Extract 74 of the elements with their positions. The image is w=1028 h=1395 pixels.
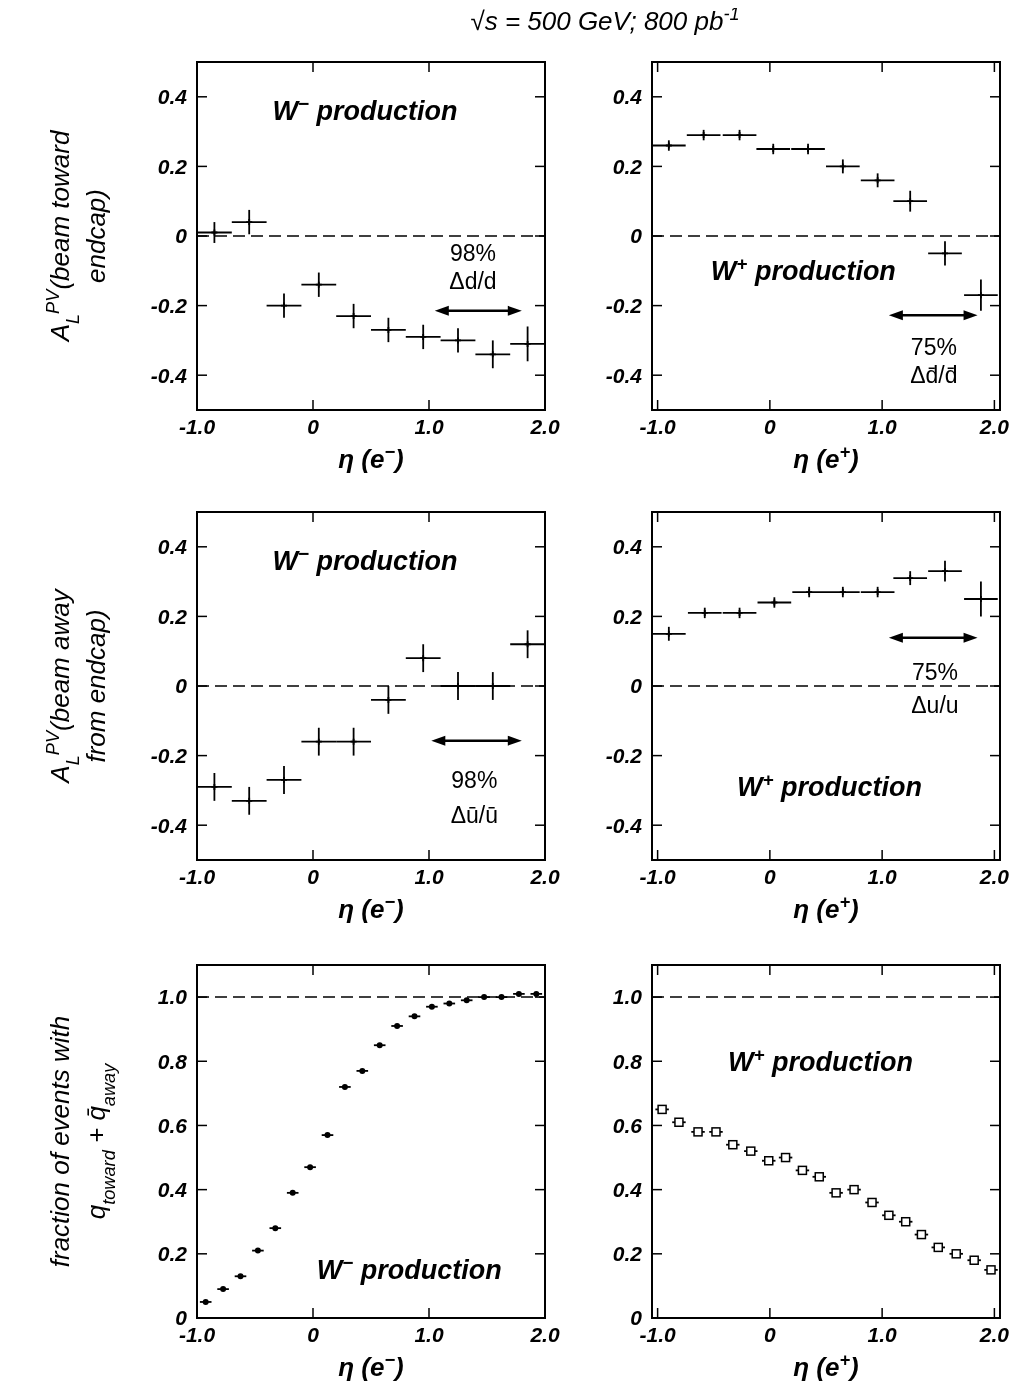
y-tick-label: 0 [175, 224, 188, 248]
x-tick-label: 2.0 [978, 415, 1010, 438]
annotation: Δu/u [911, 692, 959, 719]
x-axis-title: η (e$^{+}$) [793, 442, 859, 474]
x-tick-label: 1.0 [414, 865, 444, 888]
y-tick-label: -0.2 [605, 293, 643, 317]
x-tick-label: 1.0 [867, 865, 898, 888]
y-tick-label: 0.4 [612, 1177, 643, 1201]
x-tick-label: -1.0 [639, 415, 677, 438]
y-tick-label: 0.4 [612, 535, 643, 559]
x-tick-label: 1.0 [414, 415, 444, 438]
y-tick-label: 0.2 [157, 1242, 188, 1266]
y-tick-label: 0.2 [612, 154, 643, 178]
annotation: W$^{+}$ production [710, 252, 896, 287]
y-tick-label: -0.4 [150, 363, 188, 387]
x-axis-title: η (e$^{−}$) [338, 1350, 404, 1382]
x-tick-label: 0 [764, 1323, 777, 1346]
x-axis-title: η (e$^{+}$) [793, 1350, 859, 1382]
y-tick-label: -0.4 [605, 363, 643, 387]
x-tick-label: 2.0 [978, 865, 1010, 888]
y-tick-label: 0.8 [612, 1049, 643, 1073]
x-tick-label: 0 [764, 415, 777, 438]
y-tick-label: 0 [630, 674, 643, 698]
text: √s = 500 GeV; 800 pb$^{-1}$ [470, 4, 740, 36]
y-tick-label: 0.2 [612, 604, 643, 628]
annotation: Δd̄/d̄ [910, 362, 958, 389]
y-tick-label: 0.2 [157, 154, 188, 178]
x-axis-title: η (e$^{−}$) [338, 892, 404, 924]
annotation: W$^{−}$ production [316, 1251, 502, 1286]
annotation: W$^{−}$ production [272, 92, 458, 127]
y-tick-label: 0 [630, 224, 643, 248]
y-tick-label: 1.0 [157, 985, 188, 1009]
x-tick-label: -1.0 [178, 865, 216, 888]
y-tick-label: 0.2 [612, 1242, 643, 1266]
x-tick-label: 0 [307, 415, 320, 438]
y-tick-label: -0.4 [150, 813, 188, 837]
x-tick-label: 0 [307, 1323, 320, 1346]
annotation: 75% [910, 334, 957, 361]
annotation: W$^{+}$ production [736, 768, 922, 803]
x-axis-title: η (e$^{−}$) [338, 442, 404, 474]
y-tick-label: 0 [175, 674, 188, 698]
y-tick-label: 0.6 [612, 1113, 643, 1137]
x-tick-label: 2.0 [529, 865, 560, 888]
y-tick-label: 0.4 [157, 1177, 188, 1201]
y-tick-label: 0 [175, 1306, 188, 1330]
y-tick-label: 0.4 [612, 85, 643, 109]
annotation: Δū/ū [450, 801, 499, 828]
y-tick-label: 0.6 [157, 1113, 188, 1137]
y-tick-label: 0.2 [157, 604, 188, 628]
y-tick-label: -0.2 [150, 743, 188, 767]
x-axis-title: η (e$^{+}$) [793, 892, 859, 924]
y-tick-label: 0.4 [157, 535, 188, 559]
annotation: 98% [449, 240, 496, 267]
x-tick-label: -1.0 [639, 865, 677, 888]
annotation: 75% [911, 659, 958, 686]
y-tick-label: -0.2 [605, 743, 643, 767]
y-tick-label: 1.0 [612, 985, 643, 1009]
x-tick-label: 2.0 [529, 1323, 560, 1346]
y-tick-label: -0.4 [605, 813, 643, 837]
annotation: W$^{−}$ production [272, 542, 458, 577]
y-tick-label: 0.8 [157, 1049, 188, 1073]
annotation: 98% [451, 767, 498, 794]
x-tick-label: -1.0 [178, 415, 216, 438]
x-tick-label: 2.0 [978, 1323, 1010, 1346]
y-tick-label: 0.4 [157, 85, 188, 109]
x-tick-label: 0 [764, 865, 777, 888]
x-tick-label: 1.0 [867, 415, 898, 438]
x-tick-label: 1.0 [867, 1323, 898, 1346]
annotation: W$^{+}$ production [727, 1043, 913, 1077]
x-tick-label: 0 [307, 865, 320, 888]
annotation: Δd/d [449, 268, 497, 295]
x-tick-label: 2.0 [529, 415, 560, 438]
x-tick-label: 1.0 [414, 1323, 444, 1346]
y-tick-label: -0.2 [150, 293, 188, 317]
